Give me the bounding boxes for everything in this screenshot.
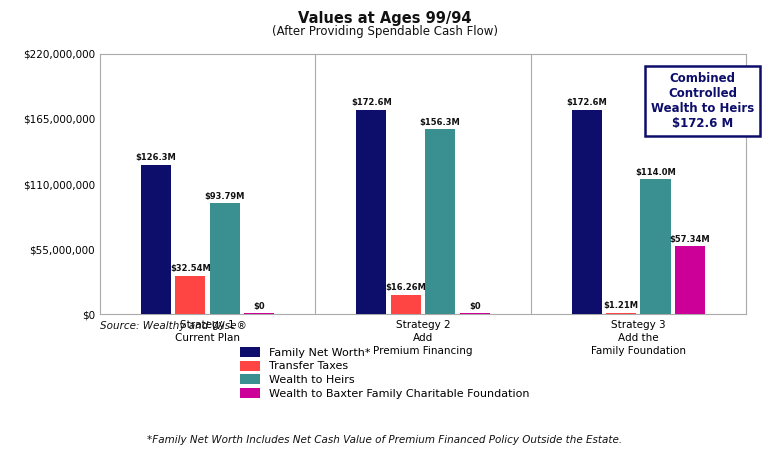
Text: $0: $0 [469,302,481,311]
Bar [391,295,421,314]
Bar [641,179,671,314]
Text: $16.26M: $16.26M [385,283,426,292]
Bar [460,313,490,314]
Text: (After Providing Spendable Cash Flow): (After Providing Spendable Cash Flow) [271,25,498,38]
Bar [571,110,601,314]
Text: $114.0M: $114.0M [635,168,676,177]
Bar [356,110,386,314]
Bar [606,313,636,314]
Text: $57.34M: $57.34M [670,235,711,244]
Text: $0: $0 [254,302,265,311]
Text: Combined
Controlled
Wealth to Heirs
$172.6 M: Combined Controlled Wealth to Heirs $172… [651,72,754,130]
Bar [210,203,240,314]
Legend: Family Net Worth*, Transfer Taxes, Wealth to Heirs, Wealth to Baxter Family Char: Family Net Worth*, Transfer Taxes, Wealt… [240,347,529,399]
Text: *Family Net Worth Includes Net Cash Value of Premium Financed Policy Outside the: *Family Net Worth Includes Net Cash Valu… [147,435,622,445]
Bar [141,165,171,314]
Text: $172.6M: $172.6M [566,98,607,107]
Bar [675,247,705,314]
Text: $1.21M: $1.21M [604,301,638,310]
Bar [175,276,205,314]
Bar [245,313,275,314]
Text: $126.3M: $126.3M [135,153,176,162]
Bar [425,129,455,314]
Text: Values at Ages 99/94: Values at Ages 99/94 [298,11,471,26]
Text: $172.6M: $172.6M [351,98,391,107]
Text: $93.79M: $93.79M [205,192,245,201]
Text: $156.3M: $156.3M [420,118,461,127]
Text: Source: Wealthy and Wise®: Source: Wealthy and Wise® [100,321,247,331]
Text: $32.54M: $32.54M [170,264,211,273]
